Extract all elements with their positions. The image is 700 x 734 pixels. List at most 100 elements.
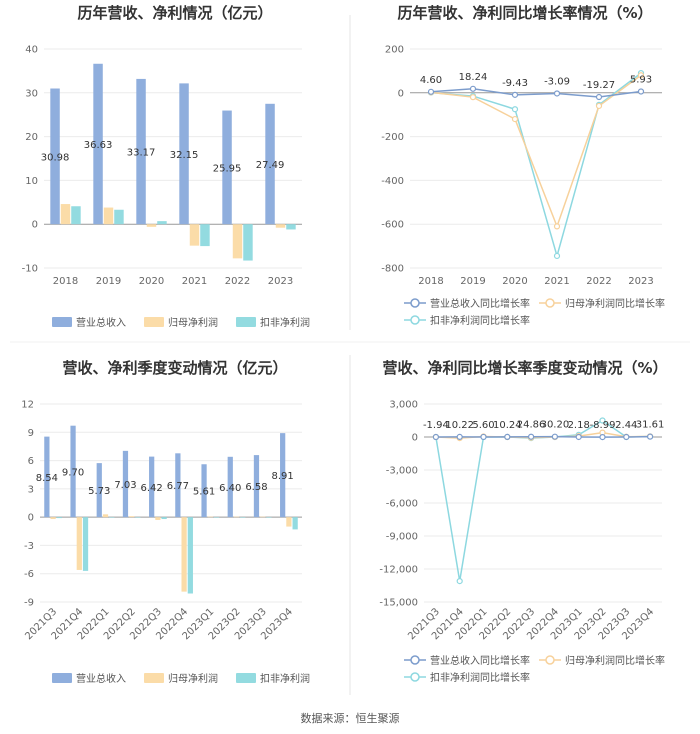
chart3-data-label: 5.73 <box>88 486 110 497</box>
chart4-data-label: -8.99 <box>590 420 616 431</box>
chart3-bar-s1 <box>260 516 266 518</box>
chart3-data-label: 8.91 <box>272 471 294 482</box>
chart4-data-label: -1.94 <box>423 420 449 431</box>
chart1-bar-s2 <box>243 224 253 261</box>
chart2-point-s0 <box>553 90 561 97</box>
chart3-ytick: 9 <box>28 428 34 439</box>
chart3-legend-swatch <box>52 673 72 683</box>
chart3-bar-s1 <box>233 516 240 518</box>
chart4-line-s2 <box>435 419 651 582</box>
chart2-data-label: 4.60 <box>420 75 442 86</box>
chart1-bar-s0 <box>136 78 146 225</box>
chart4-legend-marker <box>410 672 420 682</box>
chart3-bar-s2 <box>135 517 141 518</box>
chart2-ytick: -400 <box>381 176 404 187</box>
chart3-bar-s1 <box>50 517 56 520</box>
chart4-data-label: 30.20 <box>541 420 570 431</box>
chart2-data-label: -3.09 <box>544 76 570 87</box>
chart2-data-label: -19.27 <box>583 80 615 91</box>
chart3-bar-s0 <box>201 464 207 518</box>
chart3-legend-swatch <box>144 673 164 683</box>
chart4-data-label: 5.60 <box>472 420 494 431</box>
chart4-ytick: -6,000 <box>386 499 418 510</box>
chart1-bar-s1 <box>60 204 71 225</box>
chart3-bar-s0 <box>122 450 129 518</box>
chart3-legend-swatch <box>236 673 256 683</box>
chart2-point-s1 <box>469 94 477 101</box>
chart2-ytick: 0 <box>398 88 404 99</box>
chart4-point-s2 <box>599 417 606 424</box>
chart4-point-s0 <box>623 433 630 441</box>
chart1-bar-s1 <box>232 224 243 259</box>
chart3-data-label: 8.54 <box>36 473 58 484</box>
chart3-bar-s2 <box>240 517 246 518</box>
chart2-point-s0 <box>595 93 603 101</box>
chart3-bar-s2 <box>213 517 220 518</box>
chart3-bar-s2 <box>109 517 115 518</box>
chart4-point-s0 <box>480 433 487 441</box>
chart3-ytick: -6 <box>24 569 34 580</box>
chart4-ytick: -3,000 <box>386 466 418 477</box>
chart2-line-s2 <box>430 72 642 259</box>
chart1-data-label: 27.49 <box>256 160 285 171</box>
chart1-legend-label: 营业总收入 <box>76 316 126 329</box>
chart2-legend-label: 营业总收入同比增长率 <box>430 297 530 310</box>
chart1-bar-s1 <box>146 224 157 227</box>
chart3-title: 营收、净利季度变动情况（亿元） <box>62 359 287 377</box>
chart3-legend-label: 扣非净利润 <box>260 672 310 685</box>
chart1-bar-s2 <box>286 224 296 230</box>
chart3-bar-s1 <box>207 516 213 518</box>
chart1-bar-s0 <box>50 88 60 225</box>
chart1-xtick: 2021 <box>182 276 207 287</box>
chart2-xtick: 2023 <box>628 276 653 287</box>
chart3-legend-label: 营业总收入 <box>76 672 126 685</box>
chart4-title: 营收、净利同比增长率季度变动情况（%） <box>382 359 667 377</box>
chart4-ytick: -9,000 <box>386 532 418 543</box>
chart1-data-label: 33.17 <box>127 148 156 159</box>
chart3-bar-s1 <box>181 517 187 592</box>
chart4-point-s0 <box>551 433 559 440</box>
chart2-legend-label: 扣非净利润同比增长率 <box>430 314 530 327</box>
chart4-legend-label: 归母净利润同比增长率 <box>565 654 665 667</box>
chart3-bar-s2 <box>266 517 272 518</box>
chart1-bar-s2 <box>114 209 124 225</box>
chart1-data-label: 32.15 <box>170 150 199 161</box>
chart2-line-s1 <box>430 74 642 229</box>
chart1-bar-s0 <box>93 63 103 225</box>
chart1-bar-s1 <box>189 224 200 246</box>
chart2-xtick: 2021 <box>544 276 569 287</box>
chart2-ytick: -800 <box>381 264 404 275</box>
chart3-bar-s0 <box>175 453 181 518</box>
chart2-point-s0 <box>427 88 435 95</box>
chart3-bar-s2 <box>82 517 89 571</box>
chart4-data-label: 10.22 <box>445 420 474 431</box>
chart2-point-s0 <box>637 88 645 95</box>
chart3-ytick: 0 <box>28 513 34 524</box>
chart1-ytick: 40 <box>25 45 38 56</box>
chart2-legend-marker <box>410 315 420 325</box>
chart1-legend-label: 归母净利润 <box>168 316 218 329</box>
chart1-legend-label: 扣非净利润 <box>260 316 310 329</box>
chart3-legend-label: 归母净利润 <box>168 672 218 685</box>
chart2-ytick: -600 <box>381 220 404 231</box>
chart2-title: 历年营收、净利同比增长率情况（%） <box>397 4 652 22</box>
chart3-data-label: 5.61 <box>193 487 215 498</box>
chart1-ytick: -10 <box>22 264 38 275</box>
chart3-bar-s1 <box>155 517 161 520</box>
chart3-ytick: 3 <box>28 484 34 495</box>
chart2-xtick: 2019 <box>460 276 485 287</box>
chart1-title: 历年营收、净利情况（亿元） <box>77 4 272 22</box>
chart3-bar-s2 <box>56 517 62 519</box>
chart3-ytick: -3 <box>24 541 34 552</box>
chart4-point-s0 <box>456 433 463 440</box>
chart2-data-label: 18.24 <box>459 72 488 83</box>
chart1-bar-s2 <box>157 221 167 225</box>
chart3-data-label: 6.42 <box>141 483 163 494</box>
chart1-xtick: 2020 <box>139 276 164 287</box>
chart3-bar-s0 <box>96 463 102 518</box>
chart2-point-s0 <box>469 85 477 92</box>
chart3-data-label: 9.70 <box>62 467 84 478</box>
chart2-line-s0 <box>430 88 642 98</box>
chart4-quarterly-growth-rate: 3,0000-3,000-6,000-9,000-12,000-15,00020… <box>379 400 665 685</box>
